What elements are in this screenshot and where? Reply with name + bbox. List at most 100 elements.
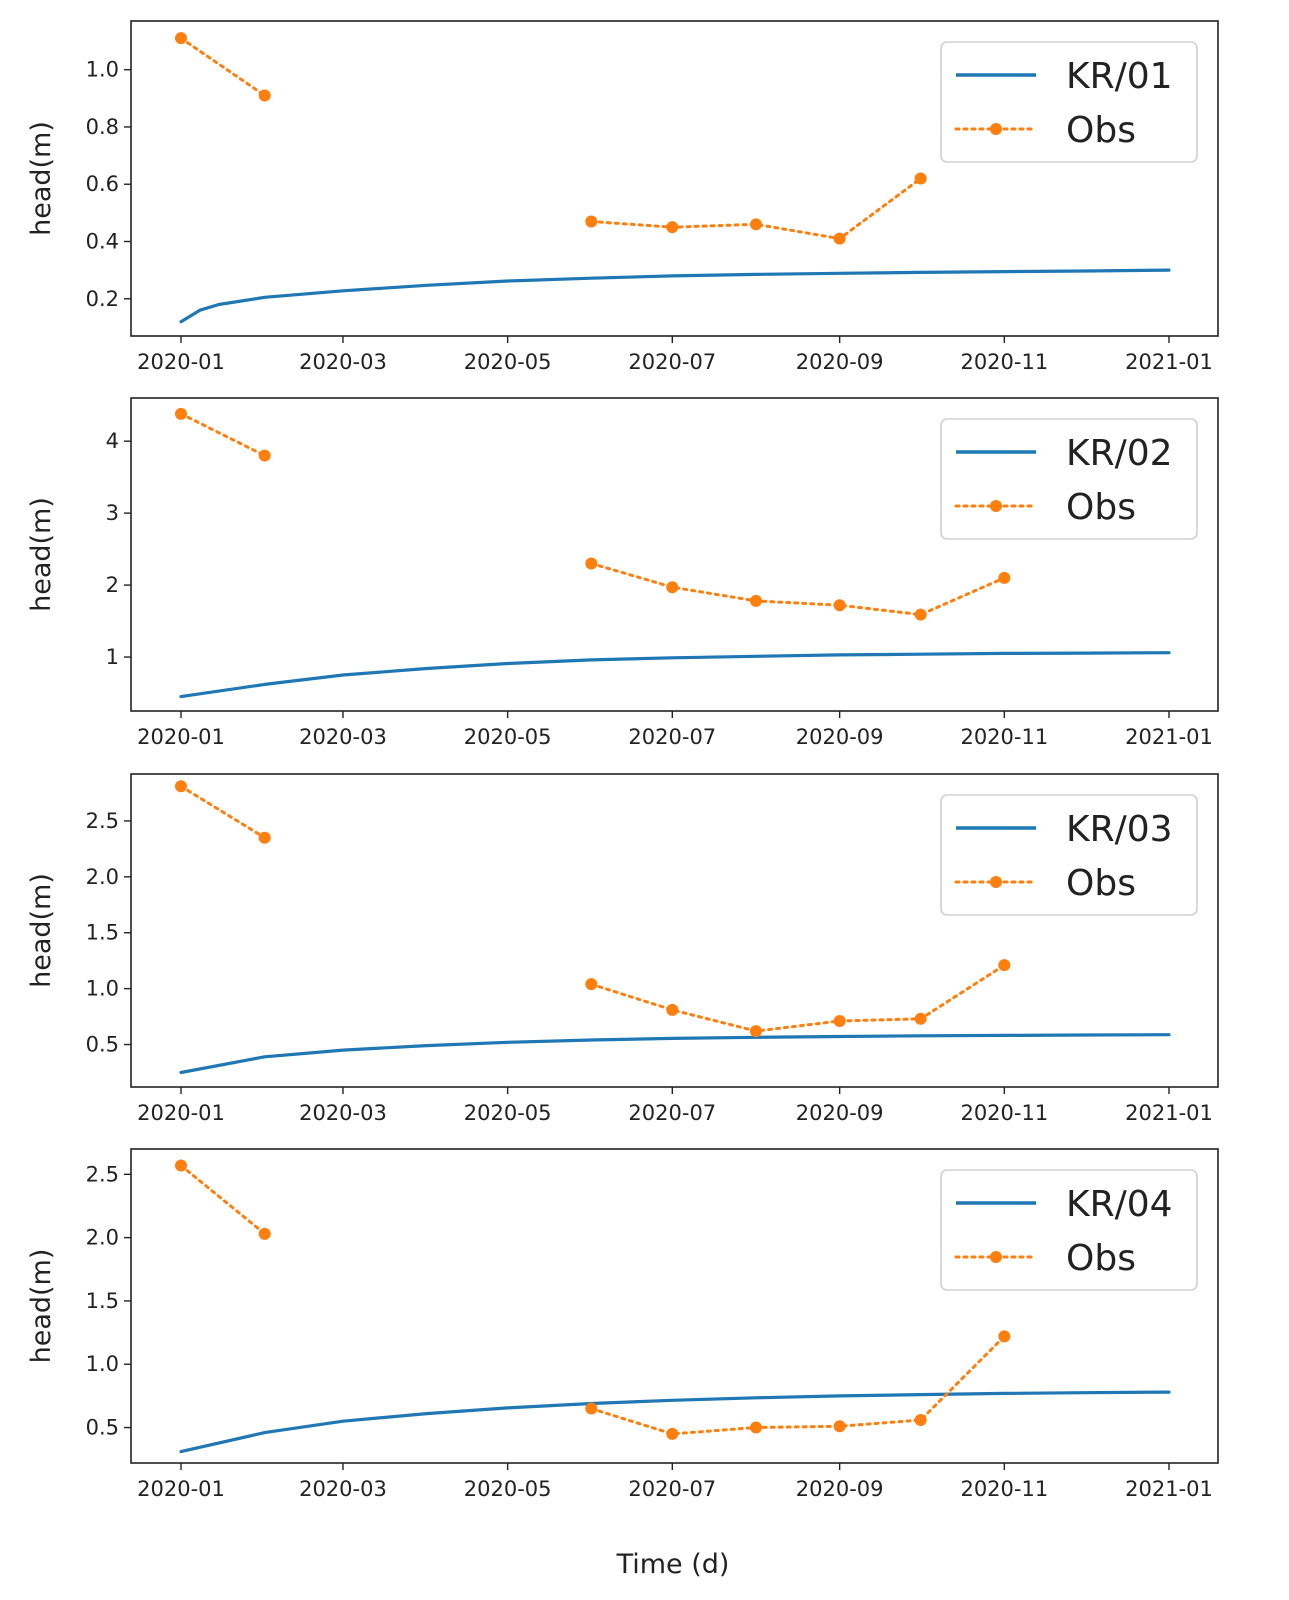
x-tick-label: 2020-07	[628, 1477, 716, 1501]
x-tick-label: 2021-01	[1125, 350, 1213, 374]
model-line	[179, 1033, 1171, 1075]
y-tick-label: 4	[106, 429, 119, 453]
chart-panel-1: 2020-01 2020-03 2020-05 2020-07 2020-09 2020-…	[26, 20, 1219, 374]
obs-point	[585, 1402, 598, 1415]
obs-point	[914, 608, 927, 621]
obs-point	[749, 1025, 762, 1038]
obs-point	[258, 89, 271, 102]
y-tick-label: 2.5	[86, 809, 119, 833]
x-tick-label: 2020-05	[464, 1101, 552, 1125]
plot-frame	[130, 773, 1219, 1088]
obs-line	[589, 177, 923, 241]
obs-point	[666, 1003, 679, 1016]
x-tick-label: 2020-11	[960, 1477, 1048, 1501]
legend-obs-marker	[990, 123, 1002, 135]
legend-model-label: KR/03	[1066, 809, 1173, 850]
y-tick-label: 1	[106, 645, 119, 669]
plot-frame	[130, 397, 1219, 712]
obs-point	[749, 1421, 762, 1434]
obs-point	[998, 571, 1011, 584]
model-line	[179, 1390, 1171, 1454]
y-axis-label: head(m)	[26, 121, 57, 236]
model-line	[179, 651, 1171, 699]
x-tick-label: 2020-03	[299, 350, 387, 374]
obs-point	[666, 581, 679, 594]
x-tick-label: 2020-05	[464, 350, 552, 374]
x-tick-label: 2020-09	[796, 725, 884, 749]
legend-model-label: KR/01	[1066, 56, 1173, 97]
x-tick-label: 2021-01	[1125, 725, 1213, 749]
y-tick-label: 1.0	[86, 58, 119, 82]
obs-point	[585, 215, 598, 228]
obs-point	[914, 1413, 927, 1426]
legend-model-label: KR/02	[1066, 433, 1173, 474]
chart-panel-2: 2020-01 2020-03 2020-05 2020-07 2020-09 2020-…	[26, 397, 1219, 749]
chart-panel-4: 2020-01 2020-03 2020-05 2020-07 2020-09 2020-…	[26, 1148, 1219, 1501]
y-tick-label: 1.5	[86, 1289, 119, 1313]
x-tick-label: 2020-01	[137, 1101, 225, 1125]
obs-point	[833, 599, 846, 612]
y-tick-label: 0.5	[86, 1416, 119, 1440]
obs-point	[914, 1012, 927, 1025]
obs-point	[175, 1159, 187, 1172]
obs-line	[179, 1164, 267, 1236]
obs-point	[585, 557, 598, 570]
obs-line	[589, 963, 1006, 1033]
y-tick-label: 2.0	[86, 865, 119, 889]
y-tick-label: 0.6	[86, 172, 119, 196]
legend-obs-marker	[990, 876, 1002, 888]
legend-model-label: KR/04	[1066, 1184, 1173, 1225]
obs-point	[585, 978, 598, 991]
x-tick-label: 2020-01	[137, 725, 225, 749]
legend-obs-label: Obs	[1066, 487, 1136, 528]
model-line	[179, 268, 1171, 324]
x-tick-label: 2020-11	[960, 350, 1048, 374]
y-axis-label: head(m)	[26, 873, 57, 988]
y-tick-label: 0.8	[86, 115, 119, 139]
y-tick-label: 1.0	[86, 1352, 119, 1376]
plot-frame	[130, 20, 1219, 337]
obs-point	[833, 1420, 846, 1433]
obs-line	[589, 562, 1006, 617]
x-tick-label: 2020-11	[960, 725, 1048, 749]
obs-point	[258, 449, 271, 462]
y-axis-label: head(m)	[26, 1249, 57, 1364]
legend-obs-label: Obs	[1066, 110, 1136, 151]
y-tick-label: 0.2	[86, 287, 119, 311]
obs-point	[666, 1427, 679, 1440]
x-tick-label: 2020-07	[628, 350, 716, 374]
x-tick-label: 2020-09	[796, 1101, 884, 1125]
legend-obs-marker	[990, 1251, 1002, 1263]
y-tick-label: 1.5	[86, 921, 119, 945]
legend-obs-label: Obs	[1066, 863, 1136, 904]
legend-box	[940, 794, 1198, 916]
y-tick-label: 1.0	[86, 977, 119, 1001]
obs-point	[258, 831, 271, 844]
x-tick-label: 2020-03	[299, 1101, 387, 1125]
plot-frame	[130, 1148, 1219, 1464]
y-tick-label: 2.5	[86, 1162, 119, 1186]
y-axis-label: head(m)	[26, 497, 57, 612]
obs-point	[175, 32, 187, 45]
x-tick-label: 2020-07	[628, 725, 716, 749]
obs-point	[833, 1015, 846, 1028]
y-tick-label: 2	[106, 573, 119, 597]
x-tick-label: 2020-01	[137, 1477, 225, 1501]
x-tick-label: 2021-01	[1125, 1101, 1213, 1125]
x-tick-label: 2020-03	[299, 725, 387, 749]
x-axis-label: Time (d)	[616, 1549, 730, 1580]
x-tick-label: 2020-07	[628, 1101, 716, 1125]
obs-point	[998, 1330, 1011, 1343]
obs-point	[749, 218, 762, 231]
x-tick-label: 2020-11	[960, 1101, 1048, 1125]
x-tick-label: 2020-05	[464, 1477, 552, 1501]
obs-line	[179, 36, 267, 97]
legend-obs-marker	[990, 500, 1002, 512]
y-tick-label: 0.5	[86, 1033, 119, 1057]
obs-point	[914, 172, 927, 185]
x-tick-label: 2020-05	[464, 725, 552, 749]
obs-line	[179, 784, 267, 840]
obs-line	[179, 412, 267, 458]
x-tick-label: 2020-09	[796, 350, 884, 374]
